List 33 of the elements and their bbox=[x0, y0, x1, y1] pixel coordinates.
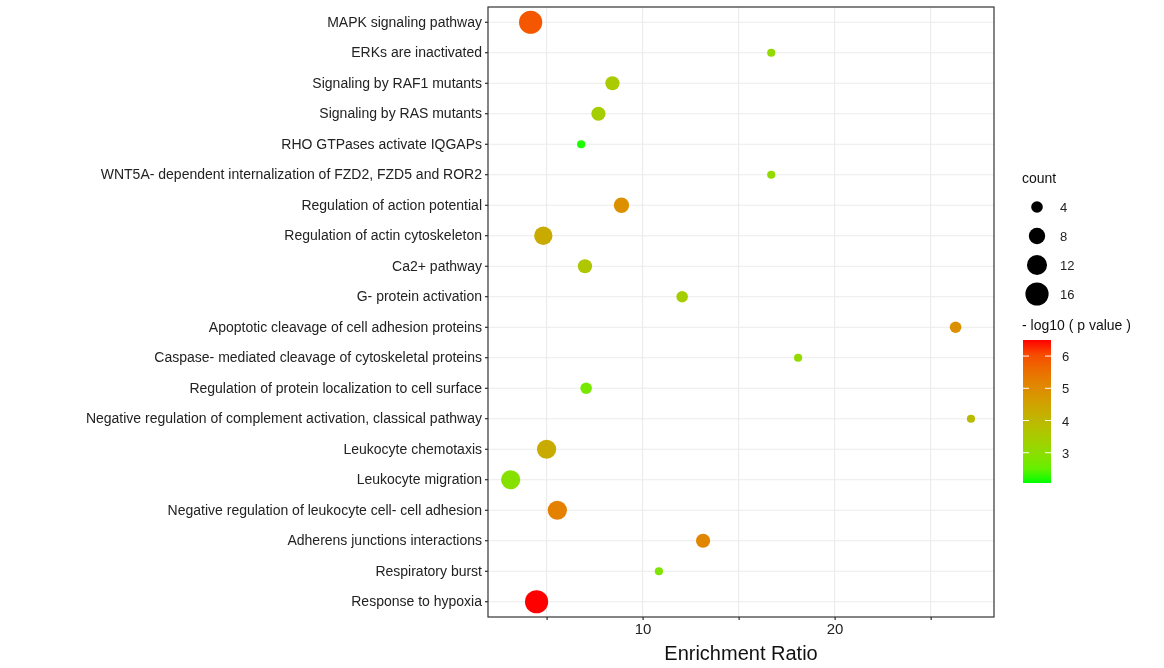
color-bar-title: - log10 ( p value ) bbox=[1022, 317, 1131, 333]
y-tick-label: Signaling by RAS mutants bbox=[319, 105, 482, 122]
legend-label: 8 bbox=[1060, 229, 1068, 244]
y-tick-label: Regulation of action potential bbox=[301, 196, 482, 213]
y-tick-label: Ca2+ pathway bbox=[392, 257, 482, 274]
y-tick-label: G- protein activation bbox=[356, 288, 482, 305]
y-tick-label: MAPK signaling pathway bbox=[327, 13, 482, 30]
y-tick-label: Regulation of actin cytoskeleton bbox=[284, 227, 482, 244]
x-axis-title: Enrichment Ratio bbox=[664, 642, 818, 664]
color-bar-label: 6 bbox=[1062, 349, 1070, 365]
legend-label: 4 bbox=[1060, 200, 1068, 215]
color-bar-label: 3 bbox=[1062, 445, 1070, 461]
color-bar-label: 4 bbox=[1062, 413, 1070, 429]
x-tick-label: 10 bbox=[634, 619, 652, 637]
y-tick-label: WNT5A- dependent internalization of FZD2, FZD5 and ROR2 bbox=[100, 166, 483, 183]
y-tick-label: Negative regulation of leukocyte cell- cell adhesion bbox=[167, 501, 482, 518]
y-tick-label: RHO GTPases activate IQGAPs bbox=[281, 135, 482, 152]
y-tick-label: Regulation of protein localization to cell surface bbox=[189, 379, 483, 396]
y-tick-label: Apoptotic cleavage of cell adhesion proteins bbox=[208, 318, 482, 335]
legend-label: 16 bbox=[1060, 287, 1075, 302]
x-tick-label: 20 bbox=[826, 619, 844, 637]
y-tick-label: Response to hypoxia bbox=[351, 593, 483, 610]
legend-title: count bbox=[1022, 170, 1057, 186]
legend-label: 12 bbox=[1060, 258, 1075, 273]
y-tick-label: ERKs are inactivated bbox=[351, 44, 482, 61]
y-tick-label: Leukocyte migration bbox=[356, 471, 482, 488]
color-bar-label: 5 bbox=[1062, 381, 1070, 397]
y-tick-label: Caspase- mediated cleavage of cytoskeletal proteins bbox=[154, 349, 482, 366]
y-tick-label: Respiratory burst bbox=[375, 562, 483, 579]
y-tick-label: Negative regulation of complement activation, classical pathway bbox=[85, 410, 482, 427]
y-tick-label: Adherens junctions interactions bbox=[287, 532, 482, 549]
y-tick-label: Signaling by RAF1 mutants bbox=[312, 74, 482, 91]
y-tick-label: Leukocyte chemotaxis bbox=[343, 440, 482, 457]
